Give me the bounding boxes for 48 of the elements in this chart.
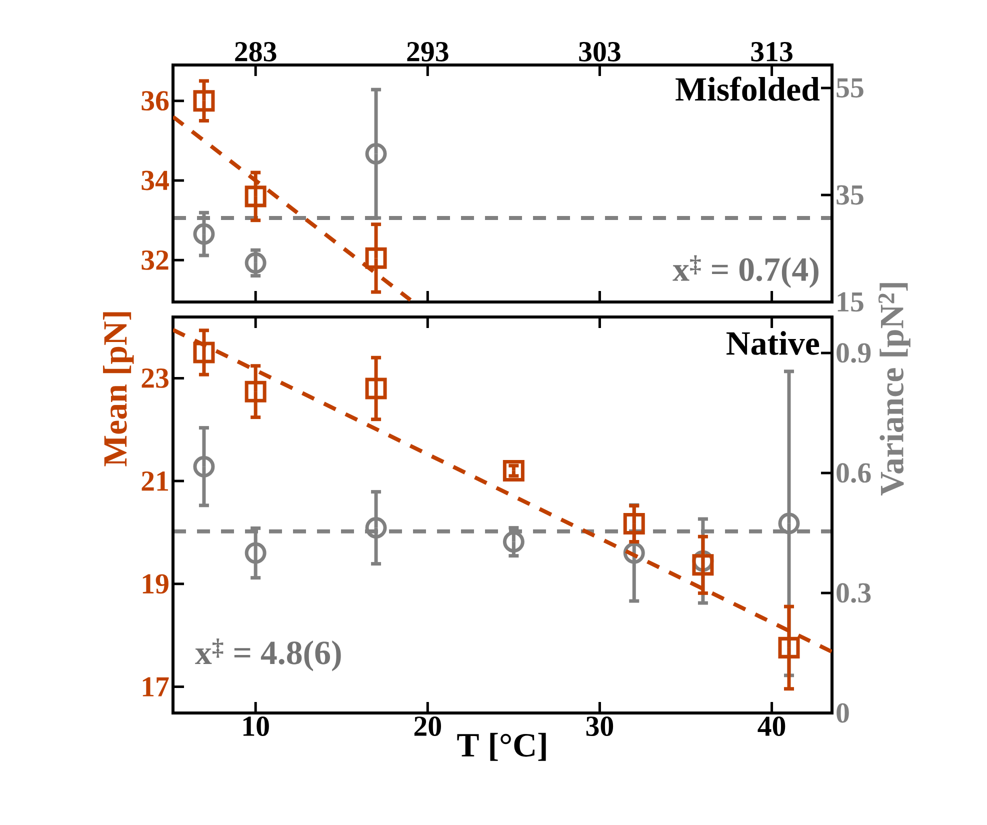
point [244,186,266,208]
annotation: x$^{‡}$ = 0.7(4) [672,255,818,288]
point [778,512,800,534]
y-tick-label: 32 [142,250,168,270]
y2-tick-label: 0.3 [836,583,871,603]
y2-tick-label: 0 [836,703,849,723]
point [623,512,645,534]
y-tick-label: 34 [142,170,169,190]
point [365,143,387,165]
y2-tick-label: 55 [836,78,864,98]
y-tick-label: 36 [142,91,169,111]
y-tick-label: 19 [142,574,168,594]
point [193,342,215,364]
x2-tick-label: 303 [579,42,620,62]
point [244,252,266,274]
point [193,456,215,478]
x2-tick-label: 313 [751,42,792,62]
x-axis-title: T [°C] [457,732,546,761]
y-axis-title: Mean [pN] [103,312,134,466]
y2-tick-label: 0.9 [836,343,871,363]
point [778,636,800,658]
x2-tick-label: 283 [235,42,276,62]
y2-axis-title: Variance [pN$^{2}$] [878,283,910,496]
x-tick-label: 40 [758,716,786,736]
y-tick-label: 17 [142,677,169,696]
y2-tick-label: 35 [836,185,864,205]
annotation: Misfolded [676,76,820,101]
annotation: x$^{‡}$ = 4.8(6) [195,638,341,672]
y-tick-label: 21 [142,472,168,491]
point [623,542,645,564]
point [193,223,215,245]
y-tick-label: 23 [142,368,168,388]
y2-tick-label: 15 [838,292,864,312]
x-tick-label: 20 [414,716,441,736]
x2-tick-label: 293 [407,42,448,62]
point [692,554,714,576]
point [502,531,524,553]
point [193,90,215,112]
annotation: Native [726,331,820,355]
y2-tick-label: 0.6 [836,463,871,483]
point [365,378,387,400]
point [365,517,387,539]
point [244,380,266,402]
point [365,247,387,269]
point [502,460,524,482]
x-tick-label: 10 [243,716,269,736]
point [244,542,266,564]
x-tick-label: 30 [586,716,614,736]
